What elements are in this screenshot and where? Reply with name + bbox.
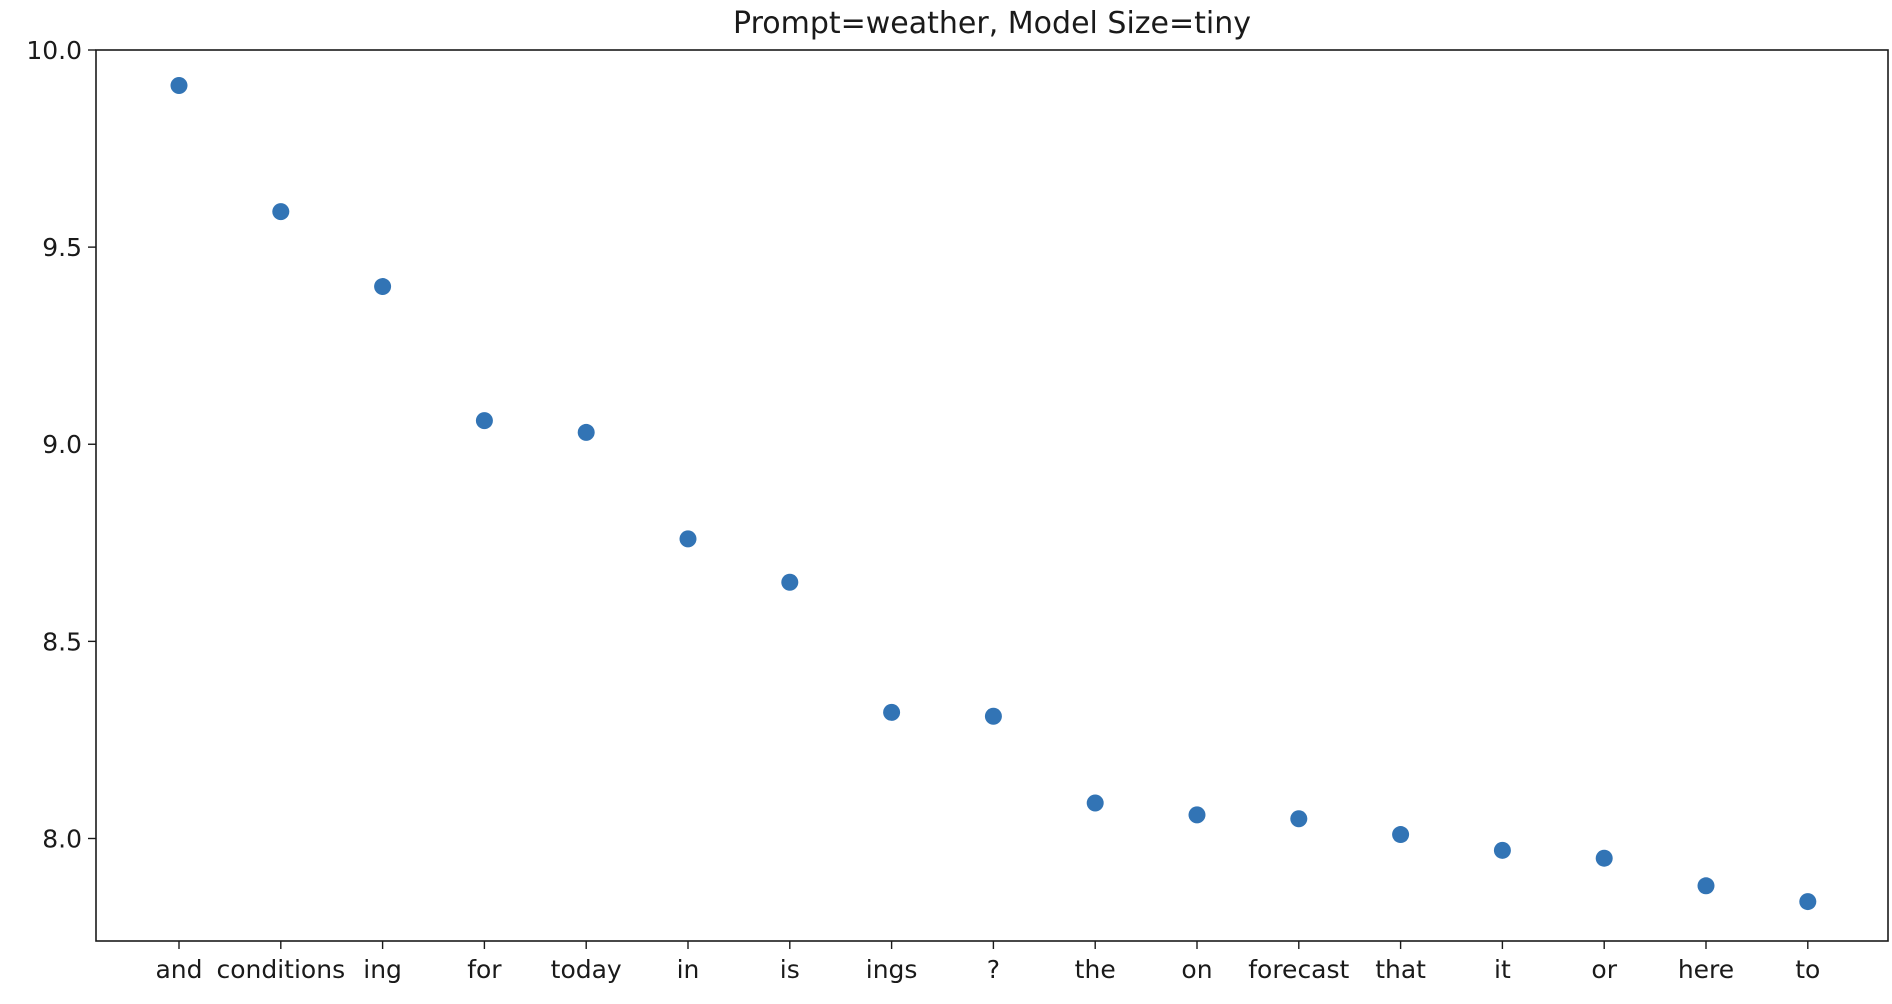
x-tick-label: here	[1678, 955, 1734, 984]
x-tick-label: in	[677, 955, 700, 984]
plot-area-frame	[95, 49, 1889, 942]
data-point	[984, 707, 1002, 725]
x-tick-label: ?	[987, 955, 1000, 984]
data-point	[1086, 794, 1104, 812]
data-point	[883, 703, 901, 721]
x-tick-label: ing	[363, 955, 402, 984]
x-tick-label: it	[1494, 955, 1511, 984]
data-point	[1392, 826, 1410, 844]
data-point	[374, 278, 392, 296]
data-point	[272, 203, 290, 221]
x-tick-label: on	[1181, 955, 1212, 984]
data-point	[1799, 893, 1817, 911]
x-tick-label: forecast	[1248, 955, 1349, 984]
y-tick-label: 8.0	[42, 824, 82, 853]
data-point	[1493, 841, 1511, 859]
x-tick-label: is	[780, 955, 800, 984]
data-point	[1290, 810, 1308, 828]
chart-title: Prompt=weather, Model Size=tiny	[733, 6, 1251, 41]
data-point	[1188, 806, 1206, 824]
data-point	[577, 423, 595, 441]
data-point	[679, 530, 697, 548]
x-tick-label: or	[1591, 955, 1617, 984]
x-tick-label: for	[467, 955, 502, 984]
data-point	[170, 76, 188, 94]
y-axis: 8.0 8.5 9.0 9.5 10.0	[26, 36, 96, 853]
y-tick-label: 9.0	[42, 430, 82, 459]
x-tick-label: to	[1795, 955, 1820, 984]
y-tick-label: 9.5	[42, 233, 82, 262]
x-tick-label: the	[1075, 955, 1116, 984]
y-tick-label: 8.5	[42, 627, 82, 656]
data-points	[170, 76, 1817, 911]
x-tick-label: and	[155, 955, 202, 984]
x-tick-label: that	[1375, 955, 1426, 984]
data-point	[475, 412, 493, 430]
x-tick-label: conditions	[216, 955, 345, 984]
y-tick-label: 10.0	[26, 36, 82, 65]
x-tick-label: today	[551, 955, 622, 984]
x-tick-label: ings	[866, 955, 918, 984]
data-point	[781, 573, 799, 591]
data-point	[1697, 877, 1715, 895]
data-point	[1595, 849, 1613, 867]
x-axis: and conditions ing for today in is ings? the on fo…	[155, 941, 1820, 984]
